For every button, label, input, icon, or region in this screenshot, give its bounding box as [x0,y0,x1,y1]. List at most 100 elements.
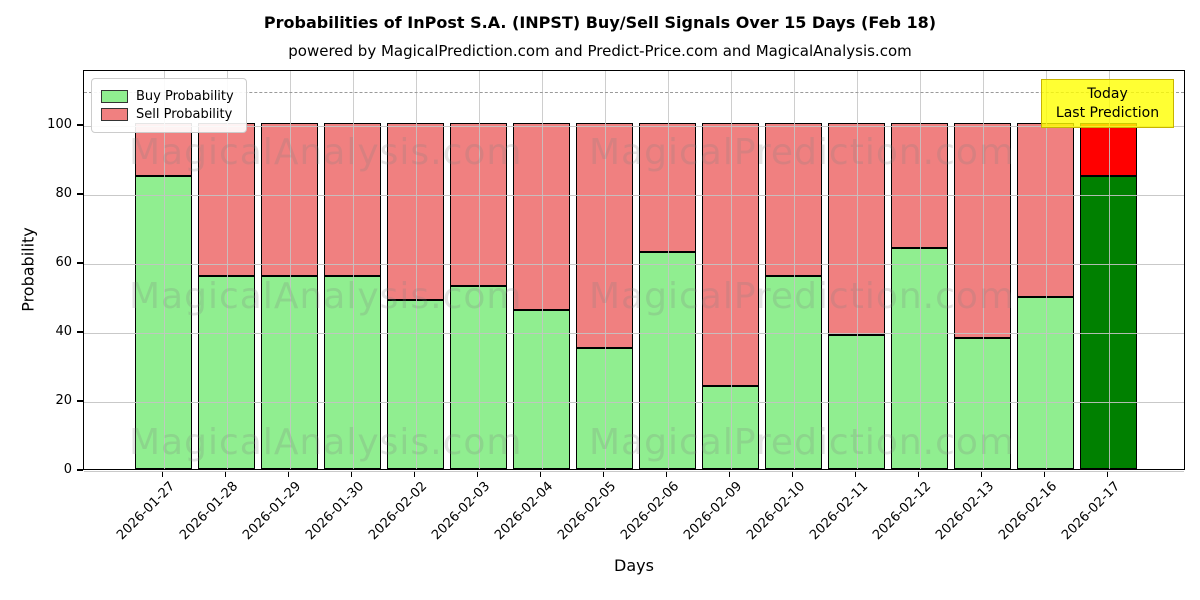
bar-slot [573,71,636,469]
bar-segment-buy [450,286,507,469]
legend: Buy Probability Sell Probability [91,78,247,133]
x-tick-label: 2026-02-05 [555,479,620,544]
x-gridline [415,71,417,469]
x-tick-mark [224,471,227,477]
bar-segment-sell [954,122,1011,338]
bar-slot [888,71,951,469]
chart-title: Probabilities of InPost S.A. (INPST) Buy… [263,13,937,32]
legend-item-sell: Sell Probability [101,107,234,122]
bar-segment-buy [198,275,255,469]
stacked-bar [261,122,318,469]
legend-label-sell: Sell Probability [136,107,233,122]
stacked-bar [198,122,255,469]
x-tick-mark [287,471,290,477]
y-gridline [84,402,1184,404]
x-tick-label: 2026-02-02 [366,479,431,544]
y-gridline [84,264,1184,266]
y-tick-label: 0 [63,462,72,477]
legend-item-buy: Buy Probability [101,89,234,104]
y-tick-mark [77,469,83,471]
stacked-bar [387,122,444,469]
bar-slot [1077,71,1140,469]
bar-segment-buy [639,251,696,469]
x-tick-label: 2026-02-06 [618,479,683,544]
y-tick-label: 60 [55,255,72,271]
x-tick-label: 2026-01-27 [114,479,179,544]
stacked-bar [576,122,633,469]
x-tick-mark [413,471,416,477]
x-tick-label: 2026-02-16 [996,479,1061,544]
bar-segment-buy [576,348,633,469]
stacked-bar [828,122,885,469]
watermark-text: MagicalAnalysis.com [129,276,523,317]
stacked-bar [513,122,570,469]
y-tick-label: 80 [55,186,72,202]
stacked-bar [324,122,381,469]
bar-segment-sell [1017,122,1074,297]
plot-area: MagicalAnalysis.com MagicalPrediction.com… [83,70,1185,472]
bar-segment-sell [450,122,507,287]
buy-swatch-icon [101,90,128,103]
x-tick-mark [728,471,731,477]
bar-slot [699,71,762,469]
x-tick-label: 2026-02-04 [492,479,557,544]
x-tick-mark [1106,471,1109,477]
y-tick-mark [77,193,83,195]
x-tick-label: 2026-01-30 [303,479,368,544]
bar-slot [636,71,699,469]
bar-segment-buy [765,275,822,469]
bar-slot [951,71,1014,469]
bar-segment-sell [261,122,318,276]
bar-segment-buy [891,248,948,469]
watermark-text: MagicalPrediction.com [589,422,1015,463]
bar-slot [825,71,888,469]
bar-segment-sell [639,122,696,252]
watermark-text: MagicalPrediction.com [589,132,1015,173]
x-gridline [730,71,732,469]
x-tick-label: 2026-02-11 [807,479,872,544]
bar-slot [195,71,258,469]
y-tick-label: 20 [55,393,72,409]
x-tick-mark [1043,471,1046,477]
y-gridline [84,195,1184,197]
watermark-text: MagicalPrediction.com [589,276,1015,317]
bar-slot [762,71,825,469]
bar-segment-sell [765,122,822,276]
x-gridline [604,71,606,469]
y-gridline [84,333,1184,335]
x-tick-mark [665,471,668,477]
x-gridline [793,71,795,469]
y-tick-mark [77,331,83,333]
stacked-bar [450,122,507,469]
x-gridline [982,71,984,469]
today-annotation-line1: Today [1087,86,1128,103]
bar-slot [510,71,573,469]
x-tick-label: 2026-01-28 [177,479,242,544]
today-annotation-box: Today Last Prediction [1041,79,1174,128]
x-tick-mark [476,471,479,477]
bar-segment-sell [891,122,948,249]
bar-slot [132,71,195,469]
x-gridline [226,71,228,469]
y-tick-mark [77,262,83,264]
bar-segment-sell [702,122,759,387]
x-tick-mark [350,471,353,477]
bar-segment-sell [513,122,570,311]
x-gridline [541,71,543,469]
bar-segment-sell [828,122,885,335]
x-gridline [856,71,858,469]
bar-segment-buy [135,175,192,469]
bar-segment-sell [198,122,255,276]
y-tick-label: 40 [55,324,72,340]
bar-segment-buy [261,275,318,469]
bars-layer [132,71,1140,469]
x-tick-label: 2026-01-29 [240,479,305,544]
watermark-text: MagicalAnalysis.com [129,422,523,463]
stacked-bar [702,122,759,469]
x-tick-mark [980,471,983,477]
y-gridline [84,126,1184,128]
x-gridline [289,71,291,469]
x-tick-label: 2026-02-13 [933,479,998,544]
watermark-text: MagicalAnalysis.com [129,132,523,173]
